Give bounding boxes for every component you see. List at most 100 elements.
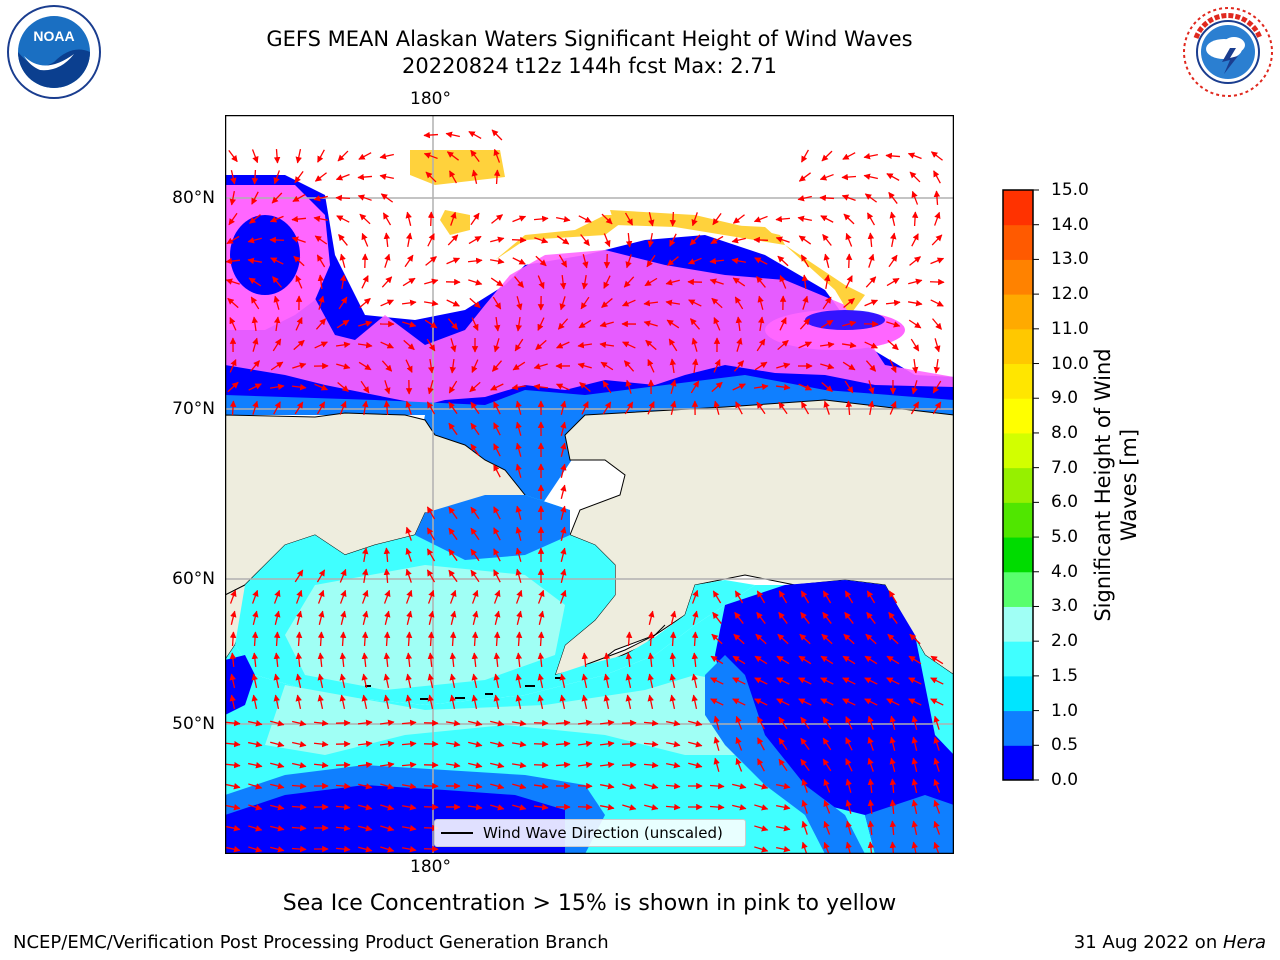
wave-arrow [779, 317, 787, 331]
wave-arrow [229, 652, 237, 668]
wave-arrow [600, 804, 615, 811]
wave-arrow [247, 237, 262, 244]
wave-arrow [427, 211, 435, 227]
wave-arrow [405, 359, 413, 373]
wave-arrow [757, 316, 765, 332]
wave-arrow [248, 277, 262, 287]
wave-arrow [229, 631, 237, 647]
wave-arrow [511, 761, 527, 769]
wave-arrow [819, 194, 835, 202]
wave-arrow [910, 338, 920, 352]
wave-arrow [317, 673, 324, 688]
wave-arrow [600, 361, 614, 371]
wave-arrow [471, 169, 478, 184]
wave-arrow [731, 237, 746, 244]
wave-arrow [709, 803, 725, 811]
wave-arrow [383, 400, 391, 416]
wave-arrow [887, 339, 899, 351]
wave-arrow [315, 318, 327, 330]
wave-arrow [735, 757, 743, 772]
wave-arrow [625, 254, 632, 269]
wave-arrow [822, 296, 832, 310]
lon-label-bottom: 180° [410, 857, 451, 877]
colorbar-tick-label: 1.0 [1051, 700, 1079, 721]
wave-arrow [666, 762, 681, 769]
wave-arrow [314, 172, 327, 182]
wave-arrow [270, 804, 285, 811]
wave-arrow [863, 153, 878, 160]
colorbar-tick-label: 11.0 [1051, 318, 1089, 339]
wave-arrow [273, 148, 281, 164]
wave-arrow [911, 820, 918, 835]
wave-arrow [713, 359, 721, 373]
wave-arrow [560, 484, 567, 499]
wave-arrow [490, 783, 505, 790]
wave-arrow [909, 633, 921, 645]
wave-arrow [470, 548, 480, 562]
wave-arrow [753, 236, 769, 244]
wave-arrow [357, 719, 373, 727]
wave-arrow [361, 589, 369, 604]
wave-arrow [336, 215, 350, 223]
wave-arrow [426, 401, 436, 415]
footer-date: 31 Aug 2022 on Hera [1074, 932, 1266, 954]
wave-arrow [339, 694, 346, 709]
wave-arrow [932, 401, 942, 415]
wave-arrow [691, 673, 698, 688]
wave-arrow [426, 569, 436, 583]
colorbar [1002, 189, 1039, 781]
wave-arrow [493, 652, 501, 668]
wave-arrow [688, 299, 702, 307]
wave-arrow [578, 215, 592, 223]
wave-arrow [754, 257, 768, 265]
wave-arrow [754, 698, 768, 706]
colorbar-tick-label: 5.0 [1051, 527, 1079, 548]
wave-arrow [733, 633, 745, 645]
wave-arrow [907, 152, 922, 160]
wave-arrow [886, 321, 901, 328]
wave-arrow [933, 778, 941, 793]
wave-arrow [471, 317, 479, 331]
wave-arrow [602, 401, 612, 415]
wave-arrow [249, 214, 261, 224]
wave-arrow [401, 761, 417, 769]
wave-arrow [273, 401, 281, 415]
colorbar-segment [1003, 537, 1033, 573]
wave-arrow [822, 716, 832, 730]
wave-arrow [447, 318, 459, 330]
wave-arrow [731, 257, 747, 264]
wave-arrow [688, 762, 703, 769]
wave-arrow [316, 254, 326, 268]
wave-arrow [624, 401, 634, 415]
wave-arrow [647, 673, 654, 688]
wave-arrow [887, 633, 899, 645]
wave-arrow [537, 694, 544, 709]
wave-arrow [754, 677, 768, 685]
wave-arrow [911, 736, 918, 751]
wave-arrow [577, 719, 593, 727]
wave-arrow [713, 736, 720, 751]
wave-arrow [270, 257, 284, 265]
wave-arrow [797, 215, 812, 222]
wave-arrow [560, 568, 567, 583]
wave-arrow [448, 527, 458, 541]
lat-label-50: 50°N [172, 714, 215, 734]
wave-arrow [383, 631, 391, 647]
wave-arrow [823, 799, 831, 814]
wave-arrow [556, 216, 571, 223]
wave-arrow [490, 236, 505, 243]
wave-arrow [732, 277, 746, 287]
wave-arrow [380, 825, 395, 832]
wave-arrow [362, 610, 369, 625]
wave-arrow [470, 506, 480, 520]
wave-arrow [515, 526, 522, 541]
wave-arrow [801, 274, 809, 290]
wave-arrow [250, 296, 260, 310]
wave-arrow [379, 761, 395, 769]
wave-arrow [493, 673, 500, 688]
wave-arrow [404, 254, 414, 268]
wave-arrow [270, 825, 285, 832]
wave-arrow [820, 319, 834, 329]
wave-arrow [559, 673, 566, 688]
wave-arrow [886, 173, 900, 181]
